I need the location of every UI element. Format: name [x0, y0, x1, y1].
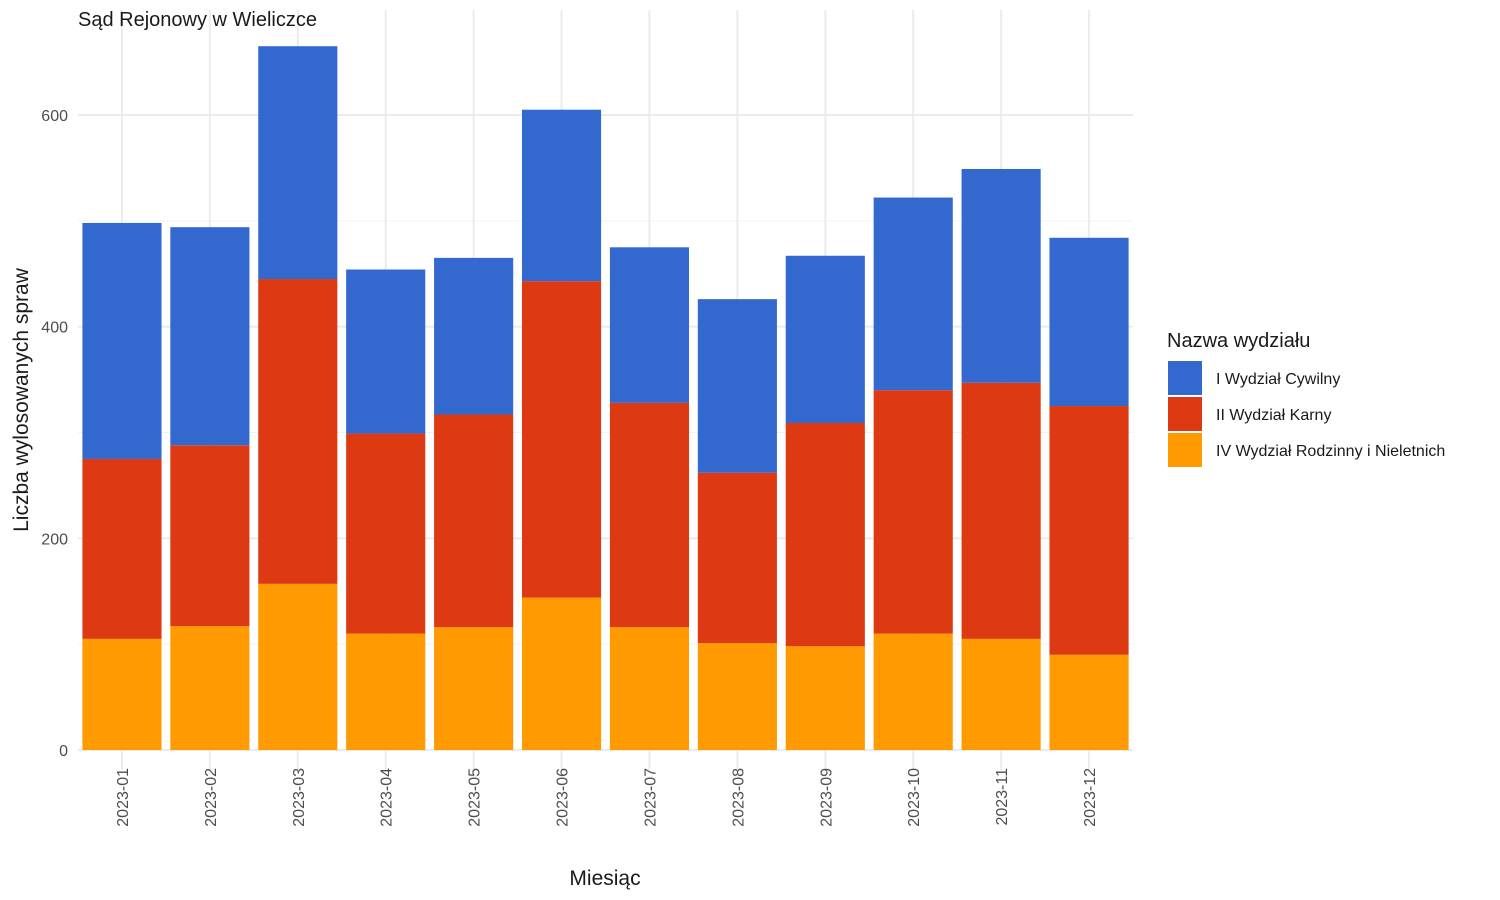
bar-segment-2023-08-s0 [697, 643, 777, 750]
legend-swatch [1168, 433, 1202, 467]
bar-segment-2023-04-s0 [346, 633, 426, 750]
x-tick-label: 2023-01 [115, 768, 132, 827]
bar-segment-2023-04-s1 [346, 433, 426, 634]
x-tick-label: 2023-09 [818, 768, 835, 827]
bar-segment-2023-11-s0 [961, 638, 1041, 750]
bar-segment-2023-09-s2 [785, 255, 865, 423]
chart-title: Sąd Rejonowy w Wieliczce [78, 9, 317, 31]
x-tick-label: 2023-08 [730, 768, 747, 827]
y-tick-label: 600 [41, 108, 68, 125]
y-tick-label: 200 [41, 531, 68, 548]
x-tick-label: 2023-07 [642, 768, 659, 827]
bar-segment-2023-03-s2 [258, 46, 338, 280]
bar-segment-2023-08-s2 [697, 299, 777, 473]
bar-segment-2023-06-s0 [521, 597, 602, 750]
bar-segment-2023-06-s2 [521, 109, 602, 282]
legend-label: II Wydział Karny [1216, 407, 1331, 424]
bar-segment-2023-07-s0 [609, 627, 690, 750]
bar-segment-2023-01-s0 [82, 638, 162, 750]
legend-swatch [1168, 397, 1202, 431]
legend-label: I Wydział Cywilny [1216, 371, 1340, 388]
bar-segment-2023-07-s2 [609, 247, 690, 403]
legend-label: IV Wydział Rodzinny i Nieletnich [1216, 443, 1445, 460]
bar-segment-2023-04-s2 [346, 269, 426, 434]
bar-segment-2023-11-s1 [961, 382, 1041, 639]
x-tick-label: 2023-11 [994, 768, 1011, 826]
bar-segment-2023-09-s1 [785, 422, 865, 647]
bar-segment-2023-12-s1 [1049, 406, 1129, 655]
axis-layer: 0 200 400 600 2023-01 2023-02 2023-03 2023-04 20… [41, 108, 1099, 827]
bar-segment-2023-12-s2 [1049, 237, 1129, 407]
bar-segment-2023-10-s0 [873, 633, 953, 750]
x-tick-label: 2023-04 [379, 768, 396, 827]
y-tick-label: 0 [59, 743, 68, 760]
y-tick-label: 400 [41, 320, 68, 337]
bar-segment-2023-02-s0 [170, 626, 250, 750]
bar-segment-2023-05-s0 [434, 627, 514, 750]
bar-segment-2023-03-s0 [258, 583, 338, 750]
bar-segment-2023-05-s1 [434, 414, 514, 628]
legend-swatch [1168, 361, 1202, 395]
x-tick-label: 2023-02 [203, 768, 220, 827]
x-tick-label: 2023-05 [467, 768, 484, 827]
x-tick-label: 2023-12 [1082, 768, 1099, 827]
bar-segment-2023-05-s2 [434, 257, 514, 415]
legend-title: Nazwa wydziału [1167, 330, 1310, 352]
bar-segment-2023-10-s2 [873, 197, 953, 391]
bar-segment-2023-01-s2 [82, 222, 162, 459]
x-tick-label: 2023-06 [555, 768, 572, 827]
x-tick-label: 2023-03 [291, 768, 308, 827]
bar-segment-2023-06-s1 [521, 281, 602, 598]
bar-segment-2023-03-s1 [258, 279, 338, 584]
x-axis-title: Miesiąc [569, 867, 640, 890]
bar-segment-2023-02-s1 [170, 445, 250, 627]
bar-segment-2023-12-s0 [1049, 654, 1129, 750]
bar-segment-2023-02-s2 [170, 227, 250, 446]
bar-segment-2023-08-s1 [697, 472, 777, 644]
x-tick-label: 2023-10 [906, 768, 923, 827]
bar-segment-2023-01-s1 [82, 458, 162, 639]
bars-layer [82, 46, 1129, 750]
legend: Nazwa wydziału I Wydział Cywilny II Wydzi… [1167, 330, 1445, 467]
bar-segment-2023-07-s1 [609, 402, 690, 628]
bar-segment-2023-10-s1 [873, 390, 953, 634]
bar-segment-2023-11-s2 [961, 168, 1041, 383]
bar-segment-2023-09-s0 [785, 646, 865, 750]
y-axis-title: Liczba wylosowanych spraw [10, 267, 33, 532]
